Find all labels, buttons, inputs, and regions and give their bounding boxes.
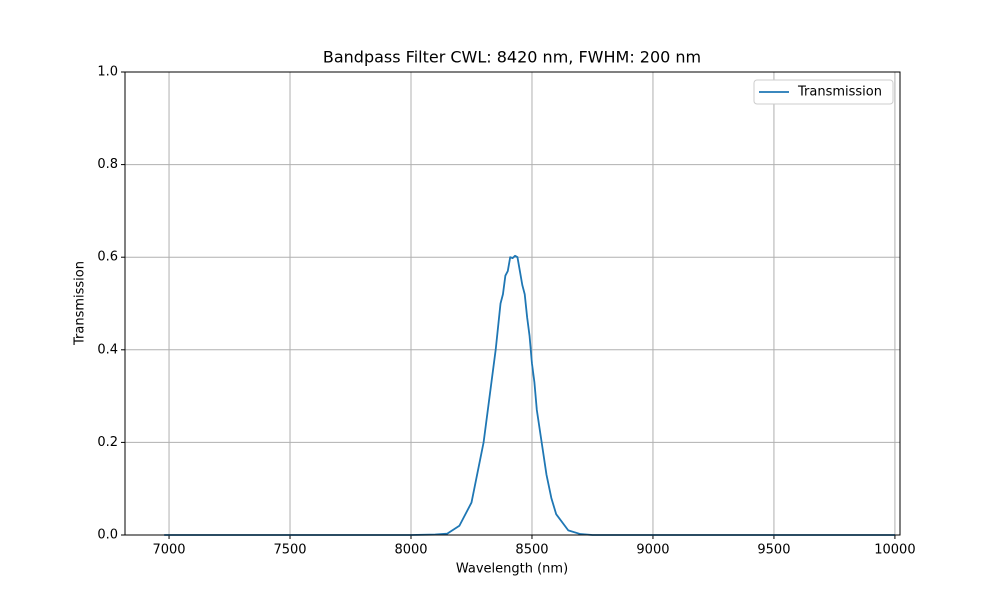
y-tick-label: 0.8: [97, 157, 118, 172]
legend-label: Transmission: [797, 85, 882, 100]
x-tick-label: 10000: [874, 543, 915, 558]
y-tick-label: 1.0: [97, 65, 118, 80]
x-tick-label: 9000: [636, 543, 669, 558]
x-tick-label: 7500: [273, 543, 306, 558]
chart-title: Bandpass Filter CWL: 8420 nm, FWHM: 200 …: [323, 48, 701, 67]
x-tick-label: 8000: [394, 543, 427, 558]
x-tick-label: 7000: [152, 543, 185, 558]
plot-frame: [124, 71, 901, 536]
y-tick-label: 0.2: [97, 435, 118, 450]
legend-box: [753, 79, 894, 105]
y-tick-label: 0.6: [97, 250, 118, 265]
x-axis-label: Wavelength (nm): [456, 562, 568, 577]
y-tick-label: 0.4: [97, 342, 118, 357]
series-line: [164, 254, 895, 536]
x-tick-label: 9500: [757, 543, 790, 558]
x-tick-label: 8500: [515, 543, 548, 558]
y-tick-label: 0.0: [97, 528, 118, 543]
y-axis-label: Transmission: [73, 261, 88, 346]
